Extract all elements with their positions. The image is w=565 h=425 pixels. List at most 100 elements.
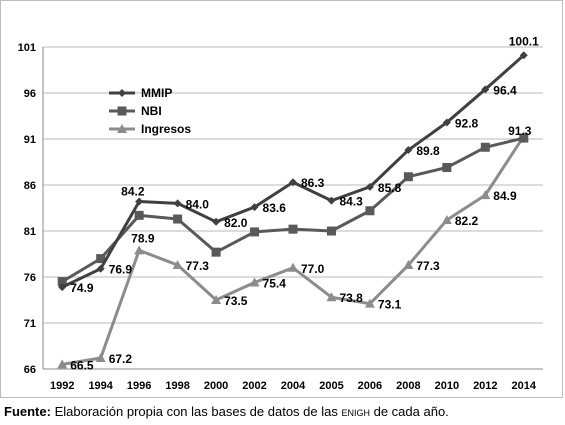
data-point-ingresos (211, 295, 222, 304)
x-tick-label: 2014 (512, 380, 537, 392)
legend-marker-ingresos (117, 124, 127, 133)
data-label-mmip: 86.3 (301, 176, 325, 190)
data-label-ingresos: 78.9 (131, 231, 155, 245)
data-point-nbi (403, 172, 413, 182)
data-point-mmip (250, 203, 259, 212)
y-tick-label: 101 (18, 42, 36, 54)
data-point-mmip (135, 197, 144, 206)
data-point-mmip (327, 196, 336, 205)
data-label-ingresos: 77.3 (186, 259, 210, 273)
data-label-mmip: 96.4 (493, 83, 517, 97)
data-point-mmip (404, 146, 413, 155)
data-point-mmip (481, 85, 490, 94)
data-point-nbi (326, 226, 336, 236)
data-point-ingresos (480, 190, 491, 200)
footnote-acronym: enigh (341, 408, 370, 418)
data-point-mmip (212, 217, 221, 226)
data-label-mmip: 92.8 (455, 116, 479, 130)
data-label-mmip: 85.8 (378, 181, 402, 195)
data-point-nbi (173, 214, 183, 224)
x-tick-label: 1996 (127, 380, 151, 392)
data-point-nbi (519, 133, 529, 143)
data-point-mmip (58, 283, 67, 292)
data-label-mmip: 84.0 (186, 197, 210, 211)
legend-label-nbi: NBI (141, 104, 162, 118)
x-tick-label: 2000 (204, 380, 228, 392)
data-point-ingresos (134, 245, 145, 255)
data-label-mmip: 100.1 (509, 34, 539, 48)
data-point-nbi (365, 206, 375, 216)
data-point-mmip (289, 178, 297, 187)
data-label-mmip: 76.9 (109, 263, 133, 277)
y-tick-label: 71 (24, 318, 36, 330)
footnote-text-before: Elaboración propia con las bases de dato… (50, 404, 342, 419)
data-label-ingresos: 67.2 (109, 352, 133, 366)
y-tick-label: 91 (24, 134, 36, 146)
data-point-ingresos (57, 359, 68, 369)
data-point-nbi (288, 224, 298, 234)
data-point-mmip (173, 199, 182, 208)
data-point-ingresos (326, 292, 337, 302)
data-point-nbi (211, 247, 221, 257)
series-line-mmip (61, 54, 525, 289)
data-label-mmip: 84.2 (121, 185, 145, 199)
data-point-nbi (250, 227, 260, 237)
x-tick-label: 2010 (435, 380, 459, 392)
data-point-nbi (134, 210, 144, 220)
x-tick-label: 2005 (319, 380, 343, 392)
data-point-nbi (480, 142, 490, 152)
x-tick-label: 2008 (396, 380, 420, 392)
data-label-ingresos: 91.3 (508, 124, 532, 138)
data-label-mmip: 83.6 (263, 201, 287, 215)
data-point-nbi (442, 163, 452, 173)
data-label-mmip: 89.8 (416, 144, 440, 158)
x-tick-label: 1994 (88, 380, 113, 392)
legend-marker-nbi (117, 106, 127, 116)
data-point-nbi (96, 254, 106, 264)
data-point-mmip (365, 182, 374, 191)
x-tick-label: 1998 (165, 380, 189, 392)
y-tick-label: 81 (24, 226, 36, 238)
legend-marker-mmip (118, 89, 126, 97)
data-label-mmip: 82.0 (224, 216, 248, 230)
data-label-ingresos: 77.3 (416, 259, 440, 273)
legend-label-mmip: MMIP (141, 86, 172, 100)
series-line-nbi (61, 136, 525, 283)
y-tick-label: 86 (24, 180, 36, 192)
data-point-nbi (57, 277, 67, 287)
chart-frame: 66 71 76 81 86 91 96 101 1992 1994 1996 1998 2000 200… (0, 0, 563, 398)
data-point-mmip (96, 264, 105, 273)
data-label-ingresos: 75.4 (263, 277, 287, 291)
legend-label-ingresos: Ingresos (141, 122, 191, 136)
data-point-ingresos (403, 260, 414, 270)
y-tick-label: 76 (24, 272, 36, 284)
data-point-ingresos (288, 262, 298, 272)
series-line-ingresos (61, 135, 526, 366)
data-label-ingresos: 66.5 (70, 358, 94, 372)
x-tick-label: 2006 (358, 380, 382, 392)
source-footnote: Fuente: Elaboración propia con las bases… (4, 404, 449, 419)
x-tick-label: 2012 (473, 380, 497, 392)
x-tick-label: 2002 (242, 380, 266, 392)
footnote-label: Fuente: (4, 404, 51, 419)
y-tick-label: 66 (24, 364, 36, 376)
data-point-ingresos (95, 352, 106, 362)
x-tick-label: 2004 (281, 380, 306, 392)
data-label-mmip: 74.9 (70, 281, 94, 295)
line-chart: 66 71 76 81 86 91 96 101 1992 1994 1996 1998 2000 200… (18, 34, 543, 392)
data-point-ingresos (364, 298, 375, 308)
data-point-ingresos (172, 260, 183, 270)
data-label-mmip: 84.3 (339, 195, 363, 209)
x-tick-label: 1992 (50, 380, 74, 392)
data-point-ingresos (441, 214, 452, 224)
data-label-ingresos: 73.8 (339, 291, 363, 305)
data-label-ingresos: 73.5 (224, 294, 248, 308)
data-label-ingresos: 77.0 (301, 262, 325, 276)
data-point-mmip (519, 51, 528, 60)
data-point-mmip (442, 118, 451, 127)
data-label-ingresos: 84.9 (493, 189, 517, 203)
footnote-text-after: de cada año. (370, 404, 449, 419)
y-tick-label: 96 (24, 88, 36, 100)
data-point-ingresos (249, 277, 260, 287)
data-label-ingresos: 73.1 (378, 298, 402, 312)
